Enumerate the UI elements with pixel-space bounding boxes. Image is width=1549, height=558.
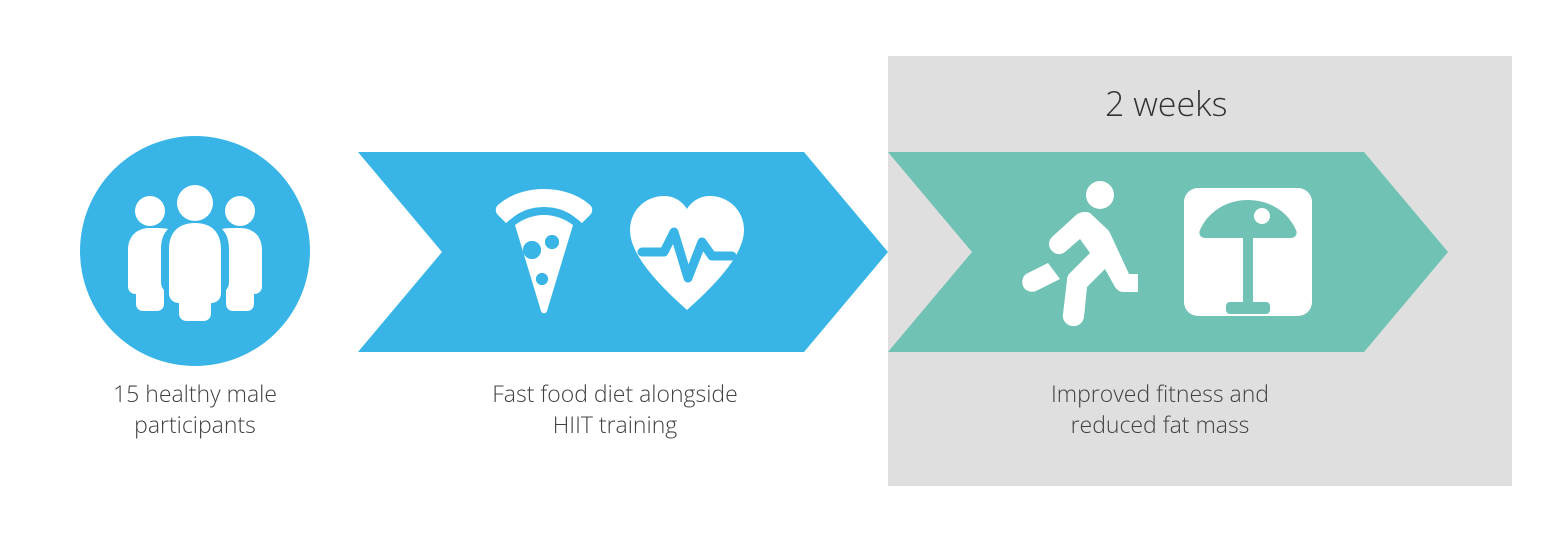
stage-outcome-icons: [888, 152, 1448, 352]
caption-line2: participants: [134, 408, 256, 440]
scale-icon: [1178, 182, 1318, 322]
duration-label: 2 weeks: [1105, 80, 1227, 126]
people-icon: [110, 181, 280, 321]
caption-participants: 15 healthy male participants: [80, 378, 310, 440]
caption-line2: HIIT training: [553, 408, 678, 440]
runner-icon: [1018, 177, 1138, 327]
caption-line1: Fast food diet alongside: [492, 377, 738, 409]
stage-intervention-icons: [358, 152, 888, 352]
pizza-icon: [494, 187, 594, 317]
caption-intervention: Fast food diet alongside HIIT training: [400, 378, 830, 440]
caption-line2: reduced fat mass: [1071, 408, 1250, 440]
caption-line1: Improved fitness and: [1051, 377, 1269, 409]
heart-pulse-icon: [622, 192, 752, 312]
caption-line1: 15 healthy male: [113, 377, 277, 409]
stage-participants: [80, 136, 310, 366]
caption-outcome: Improved fitness and reduced fat mass: [960, 378, 1360, 440]
